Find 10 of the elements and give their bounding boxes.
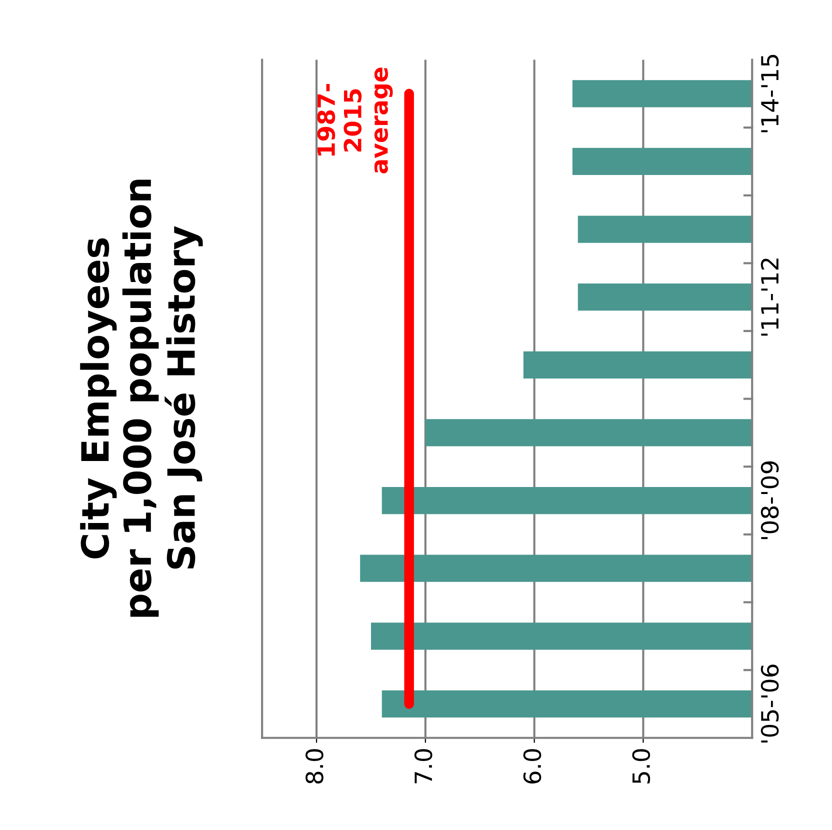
x-tick-label: 7.0 bbox=[414, 749, 432, 784]
text: City Employees per 1,000 population San José History bbox=[80, 180, 203, 617]
ref-line-label: 1987- 2015 average bbox=[317, 68, 393, 174]
y-tick-label: '08-'09 bbox=[760, 461, 779, 540]
x-tick-label: 5.0 bbox=[632, 749, 650, 784]
y-tick-label: '14-'15 bbox=[761, 54, 779, 132]
x-tick-label: 6.0 bbox=[523, 749, 542, 784]
x-tick-label: 8.0 bbox=[306, 749, 324, 784]
y-tick-label: '11-'12 bbox=[760, 258, 778, 336]
y-tick-label: '05-'06 bbox=[760, 664, 779, 742]
